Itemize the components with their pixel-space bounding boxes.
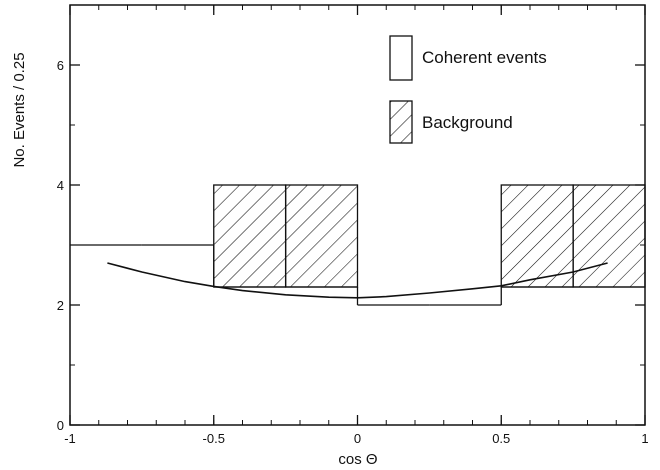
y-tick-label-0: 0 [57, 418, 64, 433]
legend-swatch-background [389, 100, 413, 144]
x-axis-title: cos Θ [338, 451, 377, 468]
legend: Coherent events Background [389, 35, 547, 144]
fit-curve [107, 262, 608, 299]
x-tick-label-2: 0 [354, 431, 361, 446]
background-bar-3 [284, 184, 359, 288]
plot-layer [70, 184, 646, 306]
x-tick-label-4: 1 [641, 431, 648, 446]
legend-label-coherent: Coherent events [422, 48, 547, 67]
x-tick-label-3: 0.5 [492, 431, 510, 446]
x-tick-label-1: -0.5 [203, 431, 225, 446]
ticks-layer: -1 -0.5 0 0.5 1 0 2 4 6 [57, 4, 649, 446]
legend-swatch-coherent [389, 35, 413, 81]
background-bar-6 [500, 184, 574, 288]
background-bar-7 [572, 184, 646, 288]
x-tick-label-0: -1 [64, 431, 76, 446]
y-tick-label-1: 2 [57, 298, 64, 313]
legend-label-background: Background [422, 113, 513, 132]
y-tick-label-2: 4 [57, 178, 64, 193]
background-bar-2 [213, 184, 287, 288]
y-tick-label-3: 6 [57, 58, 64, 73]
y-axis-title: No. Events / 0.25 [11, 52, 28, 167]
